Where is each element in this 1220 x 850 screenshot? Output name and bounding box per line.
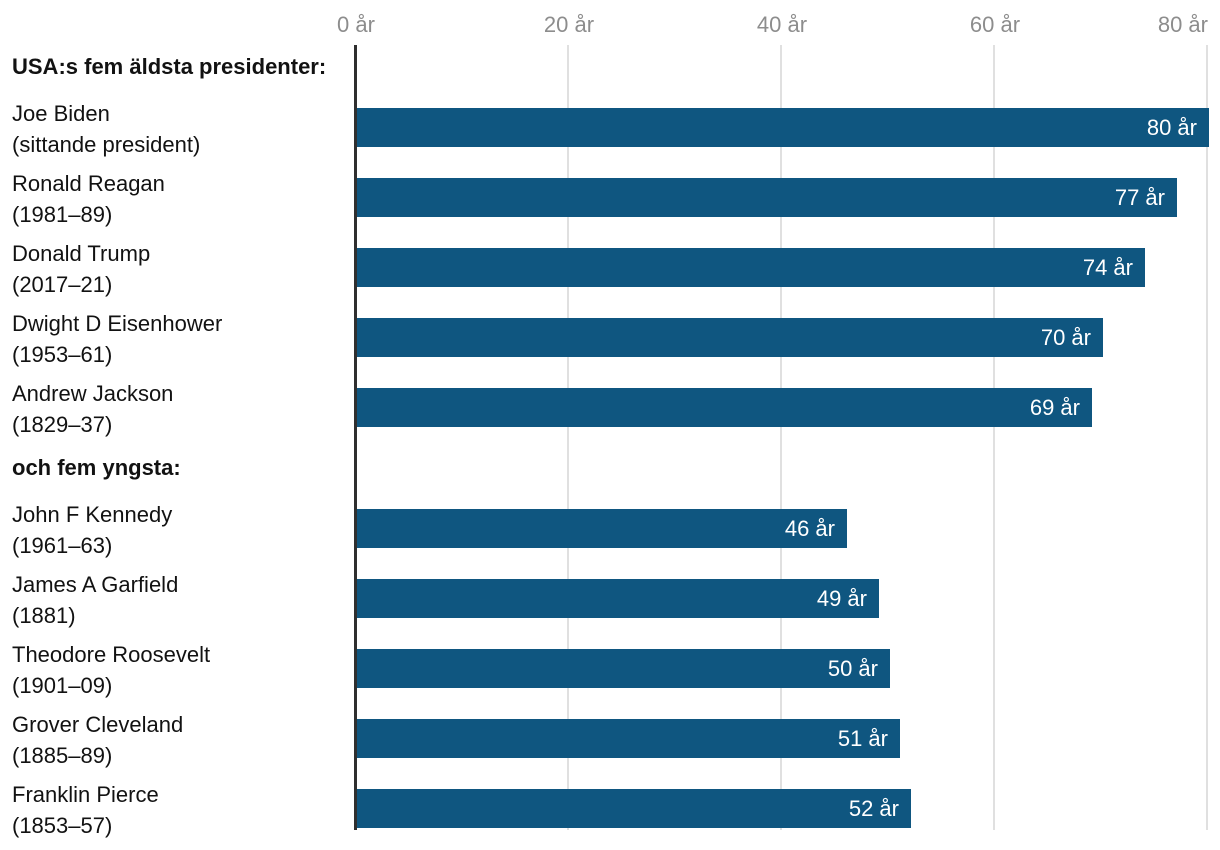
bar-value-label: 69 år [1029, 394, 1080, 420]
x-axis-zero-line [354, 45, 357, 830]
bar-value-label: 52 år [848, 795, 899, 821]
president-term: (1881) [12, 603, 76, 628]
section-header: USA:s fem äldsta presidenter: [12, 54, 327, 79]
row-label: Dwight D Eisenhower (1953–61) [12, 308, 347, 370]
bar-value-label: 51 år [837, 725, 888, 751]
president-name: Ronald Reagan [12, 171, 165, 196]
row-label: Franklin Pierce (1853–57) [12, 779, 347, 841]
x-axis-tick-label: 60 år [969, 12, 1021, 37]
president-name: James A Garfield [12, 572, 179, 597]
section-header: och fem yngsta: [12, 455, 181, 480]
bar-value-label: 80 år [1146, 114, 1197, 140]
age-bar: 49 år [357, 579, 879, 618]
row-label: Donald Trump (2017–21) [12, 238, 347, 300]
bar-value-label: 77 år [1114, 184, 1165, 210]
president-term: (1853–57) [12, 813, 113, 838]
president-term: (1961–63) [12, 533, 113, 558]
gridline-80 [1206, 45, 1208, 830]
president-term: (1901–09) [12, 673, 113, 698]
x-axis-tick-label: 80 år [1157, 12, 1208, 37]
bar-value-label: 46 år [784, 515, 835, 541]
age-bar: 74 år [357, 248, 1145, 287]
gridline-40 [780, 45, 782, 830]
president-name: Franklin Pierce [12, 782, 159, 807]
president-term: (1953–61) [12, 342, 113, 367]
bar-value-label: 74 år [1082, 254, 1133, 280]
gridline-60 [993, 45, 995, 830]
age-bar: 46 år [357, 509, 847, 548]
president-name: Joe Biden [12, 101, 110, 126]
president-term: (2017–21) [12, 272, 113, 297]
gridline-20 [567, 45, 569, 830]
row-label: Andrew Jackson (1829–37) [12, 378, 347, 440]
bar-value-label: 49 år [816, 585, 867, 611]
bar-value-label: 70 år [1040, 324, 1091, 350]
bar-value-label: 50 år [827, 655, 878, 681]
age-bar: 51 år [357, 719, 900, 758]
age-bar: 50 år [357, 649, 890, 688]
age-bar: 77 år [357, 178, 1177, 217]
x-axis-tick-label: 20 år [543, 12, 595, 37]
row-label: Joe Biden (sittande president) [12, 98, 347, 160]
president-term: (1829–37) [12, 412, 113, 437]
president-term: (sittande president) [12, 132, 201, 157]
president-name: Andrew Jackson [12, 381, 174, 406]
age-bar: 52 år [357, 789, 911, 828]
row-label: James A Garfield (1881) [12, 569, 347, 631]
x-axis-tick-label: 0 år [337, 12, 375, 37]
age-bar: 70 år [357, 318, 1103, 357]
row-label: Theodore Roosevelt (1901–09) [12, 639, 347, 701]
x-axis-tick-label: 40 år [756, 12, 808, 37]
row-label: John F Kennedy (1961–63) [12, 499, 347, 561]
president-name: Donald Trump [12, 241, 151, 266]
president-name: Theodore Roosevelt [12, 642, 211, 667]
row-label: Grover Cleveland (1885–89) [12, 709, 347, 771]
president-term: (1885–89) [12, 743, 113, 768]
president-name: Dwight D Eisenhower [12, 311, 223, 336]
age-bar: 69 år [357, 388, 1092, 427]
president-name: John F Kennedy [12, 502, 173, 527]
president-name: Grover Cleveland [12, 712, 184, 737]
president-term: (1981–89) [12, 202, 113, 227]
age-bar: 80 år [357, 108, 1209, 147]
row-label: Ronald Reagan (1981–89) [12, 168, 347, 230]
